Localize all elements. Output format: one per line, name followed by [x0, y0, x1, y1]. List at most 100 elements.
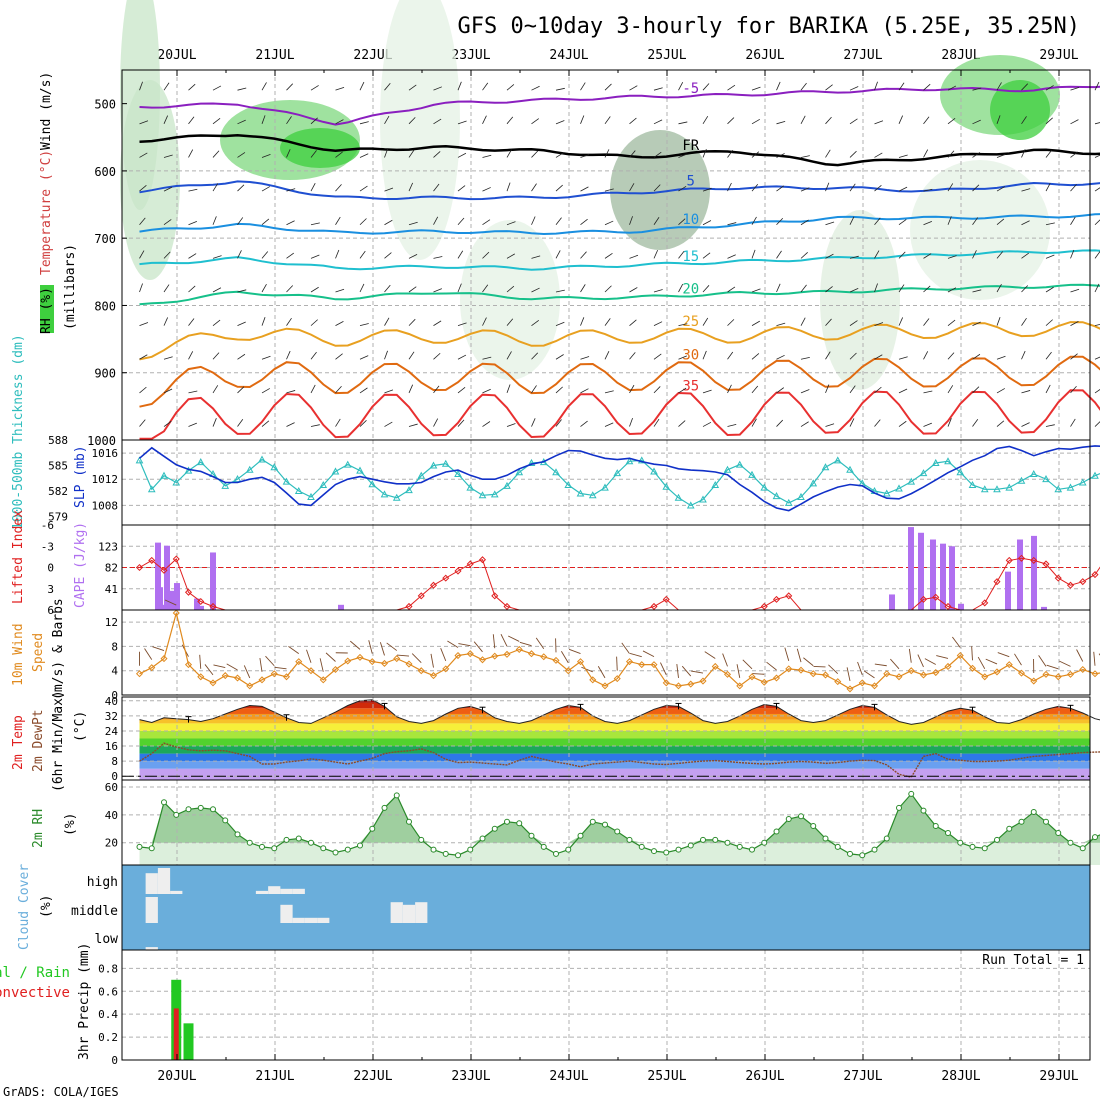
rh2m-marker — [332, 849, 339, 856]
wind-barb — [776, 153, 785, 158]
thickness-marker — [258, 455, 266, 463]
thickness-marker — [797, 492, 805, 500]
wind-barb — [702, 389, 712, 394]
bottom-date-axis: 20JUL 21JUL 22JUL 23JUL 24JUL 25JUL 26JUL 27JUL… — [157, 1054, 1079, 1084]
lifted-marker — [1066, 581, 1075, 589]
wind-speed-marker — [380, 659, 389, 667]
wind-barb-10m — [621, 642, 630, 654]
isotherm-line — [139, 321, 1100, 361]
wind-speed-marker — [883, 670, 891, 678]
isotherm-line — [139, 85, 1100, 126]
wind-speed-marker — [711, 662, 719, 670]
wind-barb — [580, 251, 587, 259]
rh2m-marker — [295, 835, 302, 842]
wind-barb — [947, 85, 957, 91]
wind-barb — [1045, 351, 1052, 360]
thickness-marker — [343, 460, 352, 468]
thickness-line — [138, 458, 1100, 507]
rh2m-panel: 20 40 60 2m RH (%) — [31, 779, 1100, 866]
wind-barb — [359, 323, 369, 327]
date-label-top: 28JUL — [941, 48, 980, 63]
wind-barb — [384, 252, 392, 259]
lifted-tick: 3 — [47, 583, 54, 596]
wind-barb — [506, 221, 516, 226]
wind-barb — [825, 286, 833, 293]
wind-barb — [261, 251, 269, 259]
cape-bar — [949, 546, 955, 610]
rh-tick: 40 — [105, 809, 118, 822]
dewpoint-line — [139, 742, 1100, 778]
rh-shading — [610, 130, 710, 250]
chart-title: GFS 0~10day 3-hourly for BARIKA (5.25E, … — [457, 14, 1080, 39]
thickness-marker — [601, 483, 609, 491]
wind-barb — [629, 254, 639, 259]
rh2m-marker — [406, 818, 412, 825]
wind-barb — [212, 287, 222, 293]
wind-speed-marker — [356, 653, 364, 661]
wind-barb — [923, 422, 932, 427]
wind-barb — [874, 283, 878, 293]
cloud-bar — [145, 897, 158, 923]
wind-barb-10m — [924, 658, 936, 665]
wind-barb — [384, 115, 390, 125]
panel-frame — [121, 609, 1091, 696]
wind-barb — [384, 83, 391, 91]
wind-barb — [310, 85, 319, 91]
rh2m-marker — [234, 831, 241, 838]
wind-barb — [923, 83, 931, 91]
wind-barb — [531, 255, 541, 259]
wind-barb — [972, 419, 979, 427]
wind-barb — [1045, 222, 1055, 226]
wind-barb — [702, 285, 710, 293]
wind-barb — [947, 117, 956, 125]
thickness-tick: 582 — [48, 485, 68, 498]
wind-barb — [1045, 319, 1053, 326]
precip-total-bar — [183, 1023, 194, 1060]
wind-barb — [506, 318, 514, 326]
isotherm-label: 20 — [682, 281, 699, 297]
wind-barb-10m — [977, 656, 986, 670]
wind-barb — [849, 287, 859, 293]
rh2m-marker — [161, 799, 167, 806]
wind-barb — [555, 321, 565, 327]
wind-barb — [751, 353, 760, 360]
thickness-marker — [956, 468, 965, 476]
lifted-marker — [454, 567, 462, 575]
date-label-bottom: 27JUL — [843, 1069, 882, 1084]
rh2m-marker — [871, 846, 878, 853]
wind-speed-marker — [1091, 670, 1099, 678]
wind-barb — [335, 288, 345, 293]
thickness-marker — [245, 465, 254, 473]
wind-barb — [653, 386, 661, 394]
wind-barb — [874, 152, 883, 158]
isotherm-label: 35 — [682, 379, 699, 395]
wind-barb — [555, 419, 562, 427]
footer-credit: GrADS: COLA/IGES — [3, 1085, 119, 1099]
thickness-marker — [1091, 471, 1099, 479]
wind-barb — [874, 184, 882, 192]
wind-barb — [408, 286, 417, 293]
wind-barb — [212, 319, 221, 326]
minmax-label: (6hr Min/Max) — [51, 690, 66, 792]
wind-barb — [1094, 356, 1100, 360]
wind-barb — [1094, 187, 1100, 192]
wind-barb — [335, 418, 341, 427]
thickness-marker — [613, 469, 622, 477]
cape-bar — [198, 605, 204, 610]
cape-bar — [908, 527, 914, 610]
wind-speed-marker — [197, 673, 205, 681]
rh2m-marker — [553, 850, 559, 857]
rh-shading — [380, 0, 460, 260]
wind-speed-marker — [638, 661, 646, 669]
wind-barb — [188, 351, 194, 360]
wind-barb — [457, 250, 464, 259]
wind-barb — [555, 217, 562, 225]
wind-barb — [996, 317, 1001, 326]
wind-speed-marker — [870, 682, 879, 690]
wind-barb — [531, 118, 540, 125]
rh2m-marker — [185, 806, 192, 813]
wind-barb-10m — [936, 655, 949, 659]
wind-barb — [482, 421, 491, 427]
wind-barb — [678, 121, 688, 125]
rh2m-marker — [957, 839, 964, 846]
